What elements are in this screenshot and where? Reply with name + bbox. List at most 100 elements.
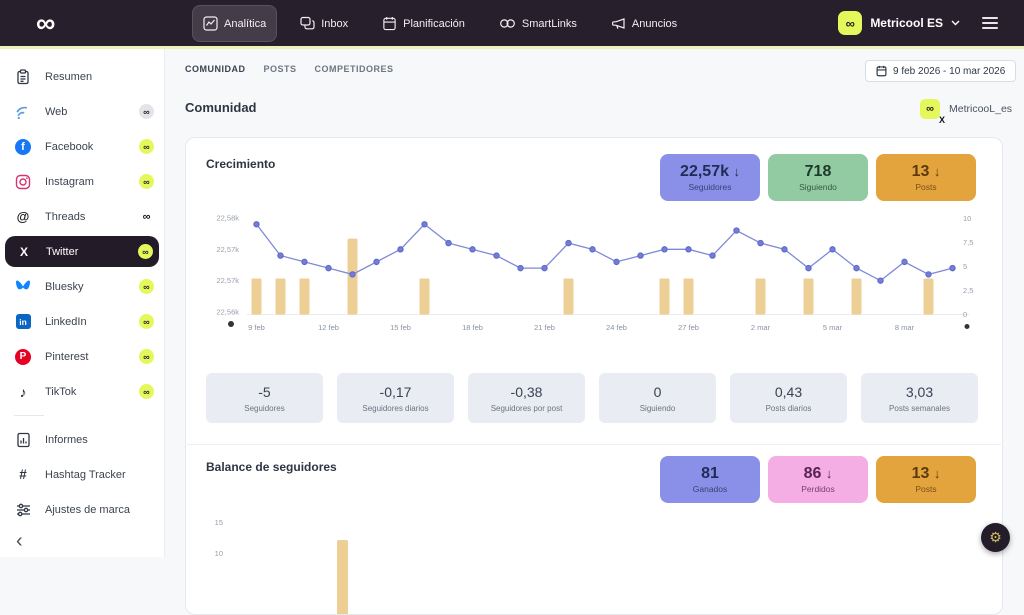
stat-label: Posts semanales <box>889 403 950 413</box>
posts-bar[interactable] <box>563 278 574 315</box>
posts-bar[interactable] <box>923 278 934 315</box>
growth-chart[interactable]: 22,58k 22,57k 22,57k 22,56k 10 7,5 5 2,5 0 9 feb 1… <box>191 204 1003 339</box>
x-axis-tick: 21 feb <box>534 323 555 332</box>
kpi-perdidos: 86 ↓ Perdidos <box>768 456 868 503</box>
sidebar-item-informes[interactable]: Informes <box>0 422 164 457</box>
kpi-siguiendo: 718 Siguiendo <box>768 154 868 201</box>
sidebar-item-resumen[interactable]: Resumen <box>0 59 164 94</box>
sidebar-item-ajustes-de-marca[interactable]: Ajustes de marca <box>0 492 164 527</box>
followers-point[interactable] <box>613 258 620 266</box>
tab-posts[interactable]: POSTS <box>263 64 297 74</box>
hamburger-menu-icon[interactable] <box>982 17 998 29</box>
nav-item-anali-tica[interactable]: Analítica <box>192 5 278 42</box>
followers-point[interactable] <box>517 264 524 272</box>
x-axis-tick: 12 feb <box>318 323 339 332</box>
metricool-logo[interactable]: ∞ <box>36 0 55 46</box>
nav-item-label: Planificación <box>403 17 465 30</box>
posts-bar[interactable] <box>851 278 862 315</box>
sidebar-item-hashtag-tracker[interactable]: # Hashtag Tracker <box>0 457 164 492</box>
followers-point[interactable] <box>949 264 956 272</box>
nav-item-smartlinks[interactable]: SmartLinks <box>488 5 588 42</box>
followers-point[interactable] <box>733 227 740 234</box>
followers-point[interactable] <box>277 252 284 259</box>
sidebar-item-twitter[interactable]: X Twitter ∞ <box>5 236 159 267</box>
nav-item-inbox[interactable]: Inbox <box>289 5 359 42</box>
posts-bar[interactable] <box>275 278 286 315</box>
followers-point[interactable] <box>349 271 356 278</box>
followers-point[interactable] <box>877 277 884 284</box>
followers-point[interactable] <box>541 264 548 272</box>
nav-item-label: Inbox <box>321 17 349 30</box>
nav-item-planificacio-n[interactable]: Planificación <box>371 5 476 42</box>
followers-point[interactable] <box>661 246 668 253</box>
stat-value: -5 <box>258 383 271 400</box>
growth-title: Crecimiento <box>206 157 276 171</box>
chart-handle-dot[interactable] <box>964 324 970 329</box>
balance-bar[interactable] <box>337 539 349 614</box>
chart-handle-dot[interactable] <box>228 321 234 327</box>
posts-bar[interactable] <box>659 278 670 315</box>
followers-point[interactable] <box>805 264 812 272</box>
followers-point[interactable] <box>781 246 788 253</box>
followers-point[interactable] <box>421 221 428 228</box>
kpi-value: 81 <box>701 464 719 482</box>
stat-value: -0,17 <box>379 383 412 400</box>
kpi-label: Posts <box>915 484 937 495</box>
followers-point[interactable] <box>709 252 716 259</box>
balance-title: Balance de seguidores <box>206 460 337 474</box>
sidebar-item-instagram[interactable]: Instagram ∞ <box>0 164 164 199</box>
followers-point[interactable] <box>253 221 260 228</box>
sidebar-item-facebook[interactable]: f Facebook ∞ <box>0 129 164 164</box>
posts-bar[interactable] <box>803 278 814 315</box>
posts-bar[interactable] <box>299 278 310 315</box>
chevron-down-icon[interactable] <box>951 20 960 26</box>
brand-avatar[interactable]: ∞ <box>838 11 863 35</box>
followers-point[interactable] <box>853 264 860 272</box>
reports-icon <box>14 431 32 449</box>
followers-point[interactable] <box>901 258 908 266</box>
sidebar-item-bluesky[interactable]: Bluesky ∞ <box>0 269 164 304</box>
followers-point[interactable] <box>469 246 476 253</box>
followers-point[interactable] <box>493 252 500 259</box>
followers-point[interactable] <box>565 239 572 247</box>
sidebar-item-web[interactable]: Web ∞ <box>0 94 164 129</box>
posts-bar[interactable] <box>683 278 694 315</box>
followers-point[interactable] <box>685 246 692 253</box>
sidebar-item-tiktok[interactable]: ♪ TikTok ∞ <box>0 374 164 409</box>
posts-bar[interactable] <box>419 278 430 315</box>
sidebar-item-pinterest[interactable]: P Pinterest ∞ <box>0 339 164 374</box>
settings-fab[interactable]: ⚙ <box>981 523 1010 552</box>
date-range-button[interactable]: 9 feb 2026 - 10 mar 2026 <box>865 60 1017 82</box>
tab-comunidad[interactable]: COMUNIDAD <box>185 64 246 74</box>
account-chip[interactable]: ∞ X MetricooL_es <box>920 99 1012 125</box>
followers-point[interactable] <box>445 239 452 247</box>
nav-item-label: Analítica <box>224 17 267 30</box>
followers-point[interactable] <box>301 258 308 266</box>
stat-seguidores: -5 Seguidores <box>206 373 323 423</box>
followers-point[interactable] <box>373 258 380 266</box>
sidebar-collapse-button[interactable]: ‹ <box>10 529 29 553</box>
balance-kpis: 81 Ganados 86 ↓ Perdidos 13 ↓ Posts <box>660 456 976 503</box>
sidebar-item-threads[interactable]: @ Threads ∞ <box>0 199 164 234</box>
smartlinks-icon <box>499 16 516 31</box>
nav-item-anuncios[interactable]: Anuncios <box>600 5 688 42</box>
followers-point[interactable] <box>829 246 836 253</box>
followers-point[interactable] <box>589 246 596 253</box>
balance-chart[interactable]: 15 10 <box>186 478 1002 614</box>
account-name[interactable]: Metricool ES <box>870 16 943 30</box>
posts-bar[interactable] <box>251 278 262 315</box>
followers-point[interactable] <box>925 271 932 278</box>
x-axis-tick: 8 mar <box>895 323 915 332</box>
followers-point[interactable] <box>757 239 764 247</box>
tab-competidores[interactable]: COMPETIDORES <box>314 64 394 74</box>
balance-axis-tick: 10 <box>214 549 223 558</box>
followers-point[interactable] <box>397 246 404 253</box>
sidebar: Resumen Web ∞ f Facebook ∞ Instagram ∞ @ Th… <box>0 49 165 557</box>
followers-point[interactable] <box>637 252 644 259</box>
sidebar-item-label: Threads <box>45 210 86 223</box>
sidebar-item-linkedin[interactable]: in LinkedIn ∞ <box>0 304 164 339</box>
sidebar-item-label: Bluesky <box>45 280 84 293</box>
stat-label: Seguidores <box>244 403 285 413</box>
followers-point[interactable] <box>325 264 332 272</box>
posts-bar[interactable] <box>755 278 766 315</box>
